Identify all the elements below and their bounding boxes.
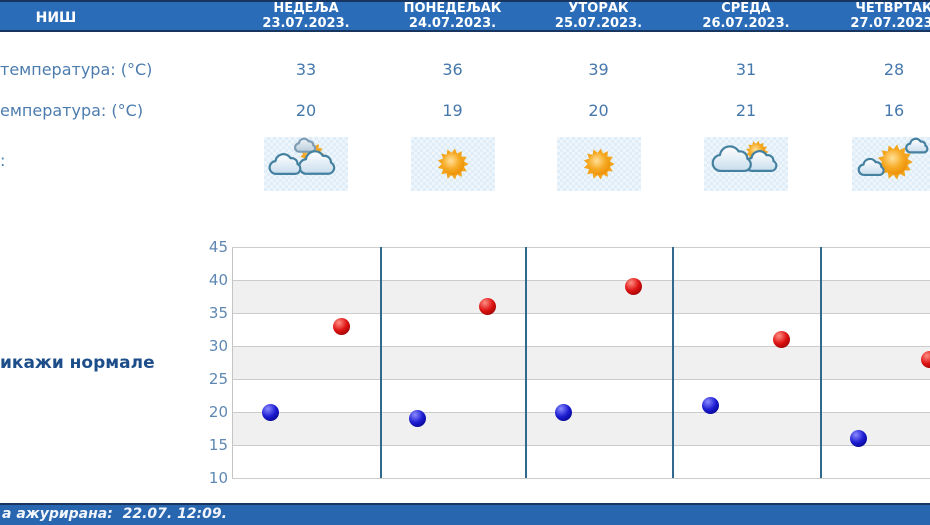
- max-temp-dot: [625, 278, 643, 296]
- max-temp-row-label: температура: (°C): [0, 60, 153, 79]
- chart-gridline: [232, 478, 930, 479]
- day-date: 23.07.2023.: [262, 16, 350, 31]
- chart-gridline: [232, 313, 930, 314]
- update-status-bar: а ажурирана: 22.07. 12:09.: [0, 503, 930, 525]
- day-separator-line: [820, 247, 822, 478]
- sunny-icon: [410, 137, 495, 191]
- sunny-icon: [556, 137, 641, 191]
- day-name: СРЕДА: [721, 1, 771, 16]
- icons-row-label: :: [0, 151, 6, 170]
- day-header: ПОНЕДЕЉАК 24.07.2023.: [380, 1, 525, 31]
- min-temp-value: 19: [442, 101, 463, 120]
- sun-with-small-clouds-icon: [852, 137, 930, 191]
- chart-band: [232, 247, 930, 280]
- day-separator-line: [672, 247, 674, 478]
- min-temp-value: 21: [735, 101, 757, 120]
- chart-gridline: [232, 346, 930, 347]
- min-temp-value: 20: [588, 101, 609, 120]
- chart-gridline: [232, 379, 930, 380]
- chart-band: [232, 346, 930, 379]
- max-temp-dot: [478, 297, 496, 315]
- chart-band: [232, 412, 930, 445]
- y-axis-tick-label: 15: [208, 436, 228, 454]
- chart-axis-line: [232, 247, 233, 478]
- day-header: ЧЕТВРТАК 27.07.2023.: [820, 1, 930, 31]
- min-temp-value: 20: [295, 101, 317, 120]
- forecast-table-header: НИШ: [0, 0, 930, 32]
- min-temp-dot: [409, 410, 427, 428]
- chart-gridline: [232, 445, 930, 446]
- day-name: НЕДЕЉА: [273, 1, 339, 16]
- chart-band: [232, 280, 930, 313]
- day-separator-line: [525, 247, 527, 478]
- clouds-with-sun-icon: [704, 137, 788, 191]
- min-temp-row-label: емпература: (°C): [0, 101, 144, 120]
- sun-behind-clouds-icon: [264, 137, 348, 191]
- y-axis-tick-label: 30: [208, 337, 228, 355]
- day-name: ЧЕТВРТАК: [855, 1, 930, 16]
- day-header: НЕДЕЉА 23.07.2023.: [232, 1, 380, 31]
- chart-gridline: [232, 280, 930, 281]
- chart-band: [232, 379, 930, 412]
- day-header: СРЕДА 26.07.2023.: [672, 1, 820, 31]
- min-temp-dot: [849, 429, 867, 447]
- day-date: 25.07.2023.: [554, 16, 643, 31]
- day-date: 27.07.2023.: [850, 16, 930, 31]
- chart-band: [232, 445, 930, 478]
- y-axis-tick-label: 40: [208, 271, 228, 289]
- day-date: 24.07.2023.: [408, 16, 497, 31]
- show-normals-link[interactable]: икажи нормале: [0, 353, 155, 373]
- y-axis-tick-label: 35: [208, 304, 228, 322]
- min-temp-dot: [554, 403, 572, 421]
- y-axis-tick-label: 25: [208, 370, 228, 388]
- day-separator-line: [380, 247, 382, 478]
- max-temp-value: 31: [735, 60, 757, 79]
- min-temp-dot: [701, 396, 719, 414]
- max-temp-value: 39: [588, 60, 609, 79]
- min-temp-value: 16: [883, 101, 905, 120]
- max-temp-value: 33: [295, 60, 317, 79]
- day-name: УТОРАК: [568, 1, 629, 16]
- y-axis-tick-label: 10: [208, 469, 228, 487]
- max-temp-dot: [333, 317, 351, 335]
- max-temp-value: 28: [883, 60, 905, 79]
- day-header: УТОРАК 25.07.2023.: [525, 1, 672, 31]
- chart-gridline: [232, 412, 930, 413]
- max-temp-value: 36: [442, 60, 463, 79]
- y-axis-tick-label: 20: [208, 403, 228, 421]
- max-temp-dot: [921, 350, 930, 368]
- y-axis-tick-label: 45: [208, 238, 228, 256]
- min-temp-dot: [261, 403, 279, 421]
- updated-text: а ажурирана: 22.07. 12:09.: [2, 506, 227, 522]
- day-name: ПОНЕДЕЉАК: [403, 1, 502, 16]
- day-date: 26.07.2023.: [702, 16, 790, 31]
- max-temp-dot: [773, 330, 791, 348]
- city-name: НИШ: [35, 10, 77, 26]
- chart-gridline: [232, 247, 930, 248]
